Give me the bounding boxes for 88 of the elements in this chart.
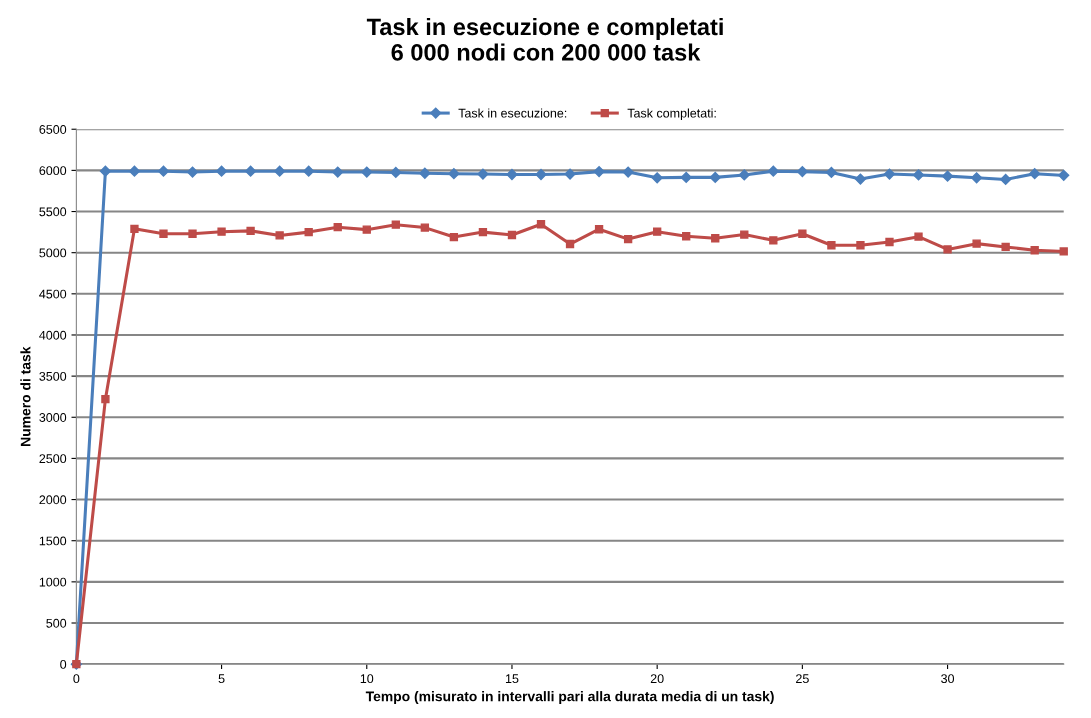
point [740,230,749,239]
point [245,165,257,177]
point [652,227,662,236]
x-axis-title: Tempo (misurato in intervalli pari alla durata media di un task) [365,691,774,705]
y-tick-label: 3500 [39,371,67,381]
y-tick-label: 5000 [39,248,67,258]
point [593,166,605,178]
point [1001,242,1010,252]
x-tick-label: 10 [360,674,374,684]
point [159,229,168,238]
point [536,220,546,229]
point [682,232,691,241]
point [767,165,779,177]
point [535,168,547,181]
point [1030,246,1039,255]
x-tick-label: 20 [650,674,664,684]
point [622,166,634,178]
point [274,165,286,177]
y-tick-label: 4500 [39,289,67,299]
point [128,165,141,177]
x-tick-label: 0 [73,674,80,684]
y-tick-label: 6500 [39,125,67,134]
point [506,168,518,181]
point [825,166,838,179]
point [101,394,110,404]
point [856,241,865,250]
x-tick-label: 25 [796,674,809,684]
point [914,232,923,241]
point [217,227,226,236]
point [1058,169,1070,181]
point [798,229,807,238]
y-tick-label: 2500 [39,454,67,464]
point [246,226,255,236]
point [391,220,400,229]
point [361,166,373,178]
point [711,234,720,243]
point [885,237,894,247]
y-tick-label: 500 [46,618,67,628]
point [332,166,344,178]
point [564,168,576,180]
point [1059,247,1068,256]
point [303,165,315,177]
point [594,225,604,234]
point [449,232,459,242]
point [304,227,313,237]
point [651,172,663,184]
point [565,239,575,249]
y-tick-label: 1000 [39,577,67,587]
point [188,229,197,238]
y-axis-title: Numero di task [20,346,31,446]
point [477,168,489,180]
point [769,236,778,245]
legend-label: Task completati: [627,108,716,121]
chart-title: Task in esecuzione e completati 6 000 nodi con 200 000 task [366,17,723,61]
point [827,241,836,250]
point [943,245,952,254]
point [275,231,284,240]
point [99,165,112,177]
point [186,166,199,178]
point [738,169,750,181]
point [419,167,431,179]
point [972,239,981,248]
x-tick-label: 30 [941,674,955,684]
point [971,172,983,184]
point [478,227,488,237]
point [623,234,633,244]
legend-label: Task in esecuzione: [458,108,567,118]
point [130,224,139,233]
point [448,168,460,180]
point [912,169,925,181]
point [507,230,517,240]
y-tick-label: 0 [60,659,67,669]
y-tick-label: 2000 [39,495,67,505]
x-tick-label: 15 [505,674,519,684]
point [420,223,430,232]
y-tick-label: 1500 [39,536,67,546]
point [883,168,896,180]
x-tick-label: 5 [218,674,225,684]
point [854,173,867,185]
point [333,223,342,232]
y-tick-label: 3000 [39,413,67,422]
y-tick-label: 5500 [39,207,67,217]
y-tick-label: 6000 [39,166,67,176]
point [390,166,402,179]
point [1029,168,1041,180]
point [1000,173,1012,186]
y-tick-label: 4000 [39,330,67,340]
point [362,225,371,234]
